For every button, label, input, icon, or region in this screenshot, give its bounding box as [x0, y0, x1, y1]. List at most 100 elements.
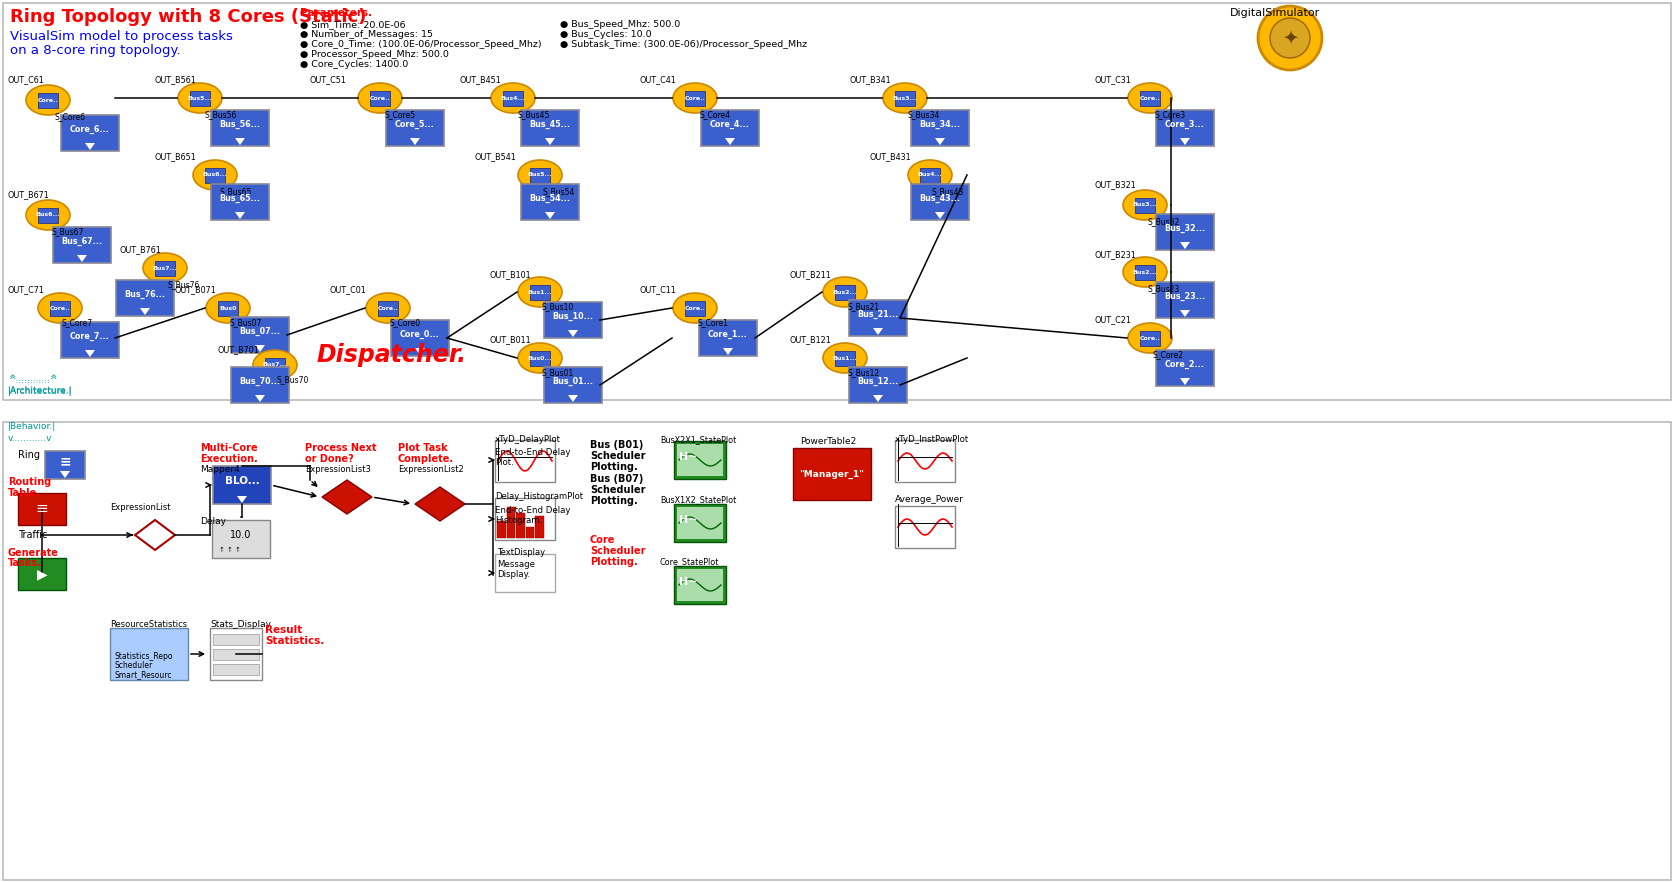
Text: Process Next: Process Next: [304, 443, 376, 453]
FancyBboxPatch shape: [391, 320, 448, 356]
Text: Statistics_Repo: Statistics_Repo: [115, 652, 174, 661]
Text: Scheduler: Scheduler: [115, 661, 154, 670]
Text: ✦: ✦: [1282, 28, 1298, 48]
FancyBboxPatch shape: [835, 350, 855, 365]
FancyBboxPatch shape: [209, 628, 263, 680]
Text: ● Bus_Cycles: 10.0: ● Bus_Cycles: 10.0: [560, 30, 651, 39]
Text: DigitalSimulator: DigitalSimulator: [1230, 8, 1320, 18]
Text: OUT_C11: OUT_C11: [639, 285, 676, 294]
Text: Bus5...: Bus5...: [187, 95, 212, 101]
FancyBboxPatch shape: [60, 115, 119, 151]
Polygon shape: [254, 395, 264, 402]
FancyBboxPatch shape: [386, 110, 443, 146]
Text: OUT_B231: OUT_B231: [1094, 250, 1136, 259]
FancyBboxPatch shape: [191, 91, 209, 106]
Text: ▶: ▶: [37, 567, 47, 581]
Ellipse shape: [673, 293, 716, 323]
Text: OUT_B451: OUT_B451: [460, 75, 502, 84]
Text: OUT_B071: OUT_B071: [176, 285, 216, 294]
FancyBboxPatch shape: [18, 558, 65, 590]
FancyBboxPatch shape: [211, 110, 269, 146]
Text: S_Bus56: S_Bus56: [204, 110, 238, 119]
Text: OUT_B431: OUT_B431: [870, 152, 912, 161]
Ellipse shape: [907, 160, 952, 190]
Text: Tasks.: Tasks.: [8, 558, 42, 568]
Text: "Manager_1": "Manager_1": [800, 469, 863, 479]
FancyBboxPatch shape: [495, 498, 555, 540]
Text: xTyD_DelayPlot: xTyD_DelayPlot: [495, 435, 560, 444]
Text: ≡: ≡: [59, 454, 70, 468]
FancyBboxPatch shape: [3, 3, 1670, 400]
Polygon shape: [873, 395, 882, 402]
Text: S_Core5: S_Core5: [385, 110, 417, 119]
Text: ^............^: ^............^: [8, 374, 57, 383]
Text: Bus_45...: Bus_45...: [529, 119, 570, 129]
Text: Core..: Core..: [1139, 95, 1159, 101]
Polygon shape: [410, 138, 420, 145]
Text: S_Bus23: S_Bus23: [1148, 284, 1179, 293]
Text: ↑: ↑: [219, 547, 224, 553]
FancyBboxPatch shape: [544, 367, 602, 403]
Text: Multi-Core: Multi-Core: [199, 443, 258, 453]
Text: ExpressionList: ExpressionList: [110, 503, 171, 512]
Text: Bus_54...: Bus_54...: [529, 193, 570, 203]
Text: OUT_C01: OUT_C01: [330, 285, 366, 294]
Text: Execution.: Execution.: [199, 454, 258, 464]
Text: H~: H~: [679, 577, 698, 587]
FancyBboxPatch shape: [674, 441, 726, 479]
Text: OUT_C61: OUT_C61: [8, 75, 45, 84]
Ellipse shape: [27, 85, 70, 115]
FancyBboxPatch shape: [699, 320, 756, 356]
FancyBboxPatch shape: [910, 184, 969, 220]
FancyBboxPatch shape: [495, 554, 555, 592]
Text: S_Core6: S_Core6: [55, 112, 85, 121]
FancyBboxPatch shape: [115, 280, 174, 316]
Circle shape: [1256, 6, 1322, 70]
FancyBboxPatch shape: [507, 507, 515, 538]
FancyBboxPatch shape: [1139, 331, 1159, 346]
Text: TextDisplay: TextDisplay: [497, 548, 545, 557]
FancyBboxPatch shape: [920, 168, 939, 183]
Text: Complete.: Complete.: [398, 454, 453, 464]
Text: OUT_B541: OUT_B541: [475, 152, 517, 161]
Text: Statistics.: Statistics.: [264, 636, 325, 646]
FancyBboxPatch shape: [217, 301, 238, 316]
Polygon shape: [415, 487, 465, 521]
Text: Core_1...: Core_1...: [708, 330, 748, 339]
FancyBboxPatch shape: [1134, 265, 1154, 280]
Ellipse shape: [517, 343, 562, 373]
Text: Core_StatePlot: Core_StatePlot: [659, 557, 719, 566]
Text: S_Bus65: S_Bus65: [219, 187, 253, 196]
Text: Bus3...: Bus3...: [892, 95, 917, 101]
Text: Core_3...: Core_3...: [1164, 119, 1205, 129]
Text: Core_2...: Core_2...: [1164, 360, 1205, 369]
Text: OUT_B701: OUT_B701: [217, 345, 259, 354]
Text: S_Bus76: S_Bus76: [167, 280, 201, 289]
Text: Core..: Core..: [684, 305, 704, 310]
Text: Bus_34...: Bus_34...: [918, 119, 960, 129]
FancyBboxPatch shape: [520, 110, 579, 146]
Polygon shape: [141, 308, 151, 315]
Text: Bus_76...: Bus_76...: [124, 289, 166, 299]
Polygon shape: [321, 480, 371, 514]
FancyBboxPatch shape: [535, 516, 544, 538]
Text: S_Bus21: S_Bus21: [848, 302, 880, 311]
FancyBboxPatch shape: [1156, 110, 1213, 146]
FancyBboxPatch shape: [212, 466, 271, 504]
Text: OUT_C51: OUT_C51: [310, 75, 346, 84]
Text: Bus5...: Bus5...: [527, 173, 552, 177]
Ellipse shape: [517, 277, 562, 307]
Text: BusX2X1_StatePlot: BusX2X1_StatePlot: [659, 435, 736, 444]
Text: ↑: ↑: [234, 547, 241, 553]
FancyBboxPatch shape: [835, 285, 855, 300]
Text: Bus_21...: Bus_21...: [857, 310, 898, 318]
Text: Bus2...: Bus2...: [1133, 270, 1156, 274]
Ellipse shape: [1123, 190, 1166, 220]
Polygon shape: [1179, 310, 1190, 317]
FancyBboxPatch shape: [1134, 198, 1154, 213]
Text: |Architecture.|: |Architecture.|: [8, 386, 72, 395]
Text: Plot.: Plot.: [495, 458, 514, 467]
Text: S_Core4: S_Core4: [699, 110, 731, 119]
Polygon shape: [935, 138, 945, 145]
Text: Bus2...: Bus2...: [831, 289, 857, 295]
